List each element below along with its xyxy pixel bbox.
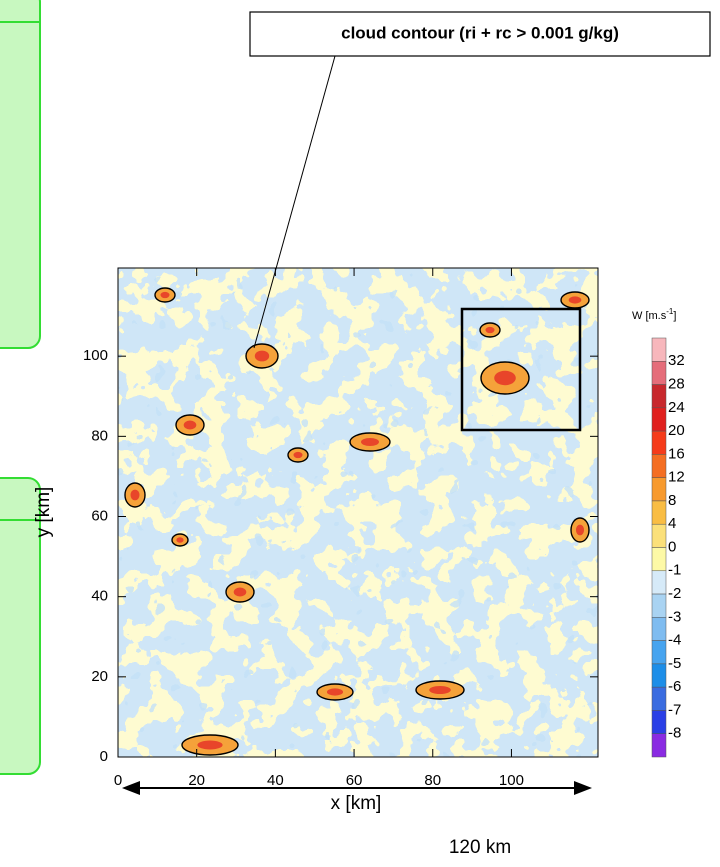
- x-tick-label: 60: [346, 772, 363, 789]
- arrow-head: [122, 781, 140, 795]
- colorbar-swatch: [651, 454, 667, 478]
- colorbar-swatch: [651, 663, 667, 688]
- y-tick-label: 0: [100, 748, 108, 765]
- colorbar-swatch: [651, 733, 667, 758]
- colorbar-swatch: [651, 593, 667, 618]
- colorbar-swatch: [651, 686, 667, 711]
- x-tick-label: 100: [499, 772, 524, 789]
- cloud-core: [575, 524, 585, 536]
- colorbar-swatch: [651, 640, 667, 665]
- colorbar-swatch: [651, 477, 667, 502]
- colorbar-label: 20: [668, 422, 685, 439]
- colorbar-swatch: [651, 570, 667, 595]
- cloud-core: [326, 688, 344, 696]
- colorbar-title: W [m.s-1]: [632, 307, 676, 322]
- cloud-core: [361, 437, 379, 447]
- zoom-box: [460, 307, 582, 432]
- colorbar-swatch: [651, 384, 667, 409]
- x-tick-label: 0: [114, 772, 122, 789]
- cloud-core: [130, 489, 140, 501]
- colorbar-swatch: [651, 500, 667, 525]
- colorbar-label: -8: [668, 725, 681, 742]
- colorbar-swatch: [651, 430, 667, 455]
- colorbar-label: -6: [668, 678, 681, 695]
- x-tick-label: 40: [267, 772, 284, 789]
- colorbar-label: 8: [668, 492, 676, 509]
- cloud-core: [183, 420, 197, 430]
- annotation-box: [249, 11, 711, 57]
- field: [118, 268, 598, 757]
- colorbar-swatch: [651, 337, 667, 362]
- colorbar-label: -3: [668, 608, 681, 625]
- y-axis-label: y [km]: [33, 487, 54, 538]
- colorbar-swatch: [651, 710, 667, 734]
- y-tick-label: 40: [91, 588, 108, 605]
- colorbar-swatch: [651, 617, 667, 641]
- colorbar-label: 16: [668, 445, 685, 462]
- plot-frame: [117, 267, 599, 758]
- colorbar-label: 12: [668, 469, 685, 486]
- cloud-core: [494, 370, 516, 386]
- colorbar-label: -2: [668, 585, 681, 602]
- cloud-core: [197, 740, 223, 750]
- cloud-core: [176, 537, 184, 543]
- colorbar-label: 0: [668, 538, 676, 555]
- colorbar-label: -4: [668, 632, 681, 649]
- colorbar-label: 4: [668, 515, 676, 532]
- cloud-core: [233, 587, 247, 597]
- cloud-core: [254, 350, 270, 362]
- colorbar-label: 28: [668, 376, 685, 393]
- arrow-head: [574, 781, 592, 795]
- y-tick-label: 20: [91, 668, 108, 685]
- colorbar-label: -7: [668, 701, 681, 718]
- field-downdraft: [118, 268, 598, 757]
- cloud-core: [485, 326, 495, 334]
- y-tick-label: 100: [83, 347, 108, 364]
- x-tick-label: 20: [188, 772, 205, 789]
- cloud-core: [293, 451, 303, 459]
- colorbar-label: 32: [668, 352, 685, 369]
- annotation: cloud contour (ri + rc > 0.001 g/kg): [341, 23, 619, 42]
- colorbar-label: 24: [668, 399, 685, 416]
- side-panel: [0, 477, 41, 775]
- cloud-core: [160, 291, 170, 299]
- cloud-core: [568, 296, 582, 304]
- colorbar-swatch: [651, 547, 667, 572]
- colorbar-label: -1: [668, 562, 681, 579]
- colorbar-swatch: [651, 523, 667, 548]
- domain-label: 120 km: [449, 837, 511, 858]
- colorbar-label: -5: [668, 655, 681, 672]
- y-tick-label: 80: [91, 427, 108, 444]
- side-panel: [0, 0, 41, 349]
- x-axis-label: x [km]: [331, 793, 382, 814]
- cloud-core: [429, 685, 451, 695]
- colorbar-swatch: [651, 361, 667, 385]
- x-tick-label: 80: [424, 772, 441, 789]
- colorbar-swatch: [651, 407, 667, 432]
- annotation-leader: [253, 55, 336, 349]
- y-tick-label: 60: [91, 507, 108, 524]
